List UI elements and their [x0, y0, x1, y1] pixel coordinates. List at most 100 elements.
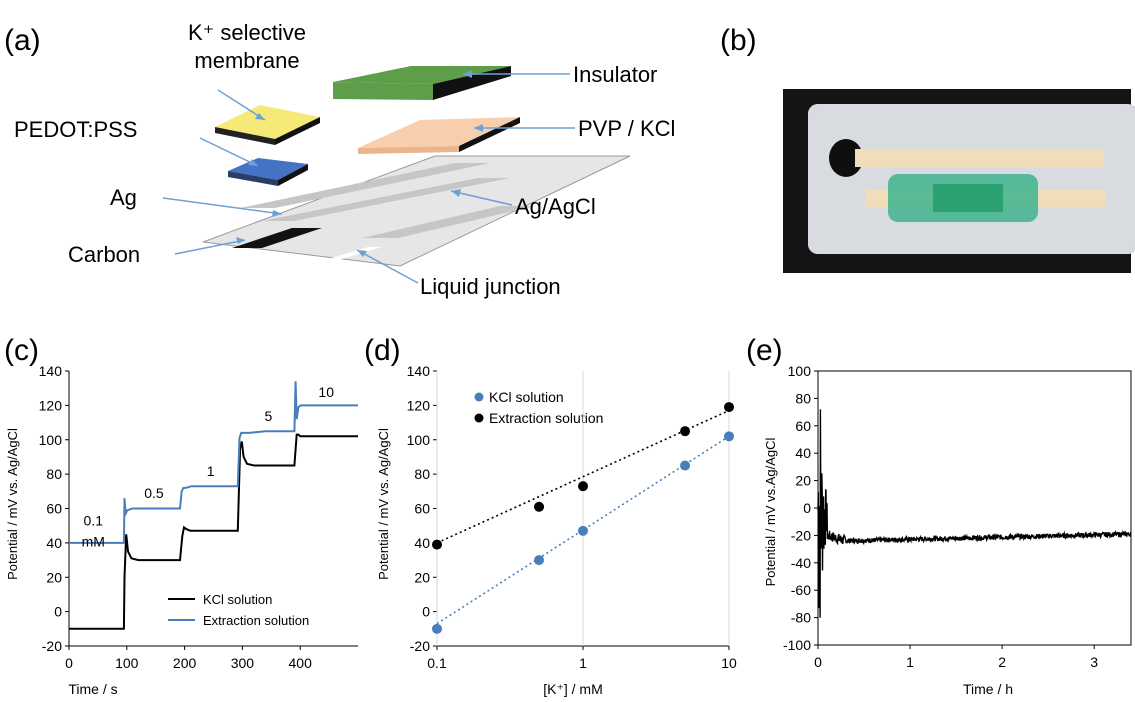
step-label-2: 0.5	[144, 485, 164, 501]
data-point	[534, 555, 545, 566]
data-point	[724, 431, 734, 442]
xlabel-c: Time / s	[68, 681, 117, 697]
panel-label-c: (c)	[4, 334, 39, 367]
ag-trace-lower	[262, 178, 510, 221]
label-pvp-kcl: PVP / KCl	[578, 116, 675, 141]
pvp-kcl-layer	[358, 117, 520, 148]
x-tick-label: 100	[115, 655, 139, 671]
label-ag: Ag	[110, 185, 137, 210]
label-pedot: PEDOT:PSS	[14, 117, 137, 142]
insulator-layer	[333, 66, 511, 84]
y-tick-label: 60	[46, 501, 62, 517]
upper-strip	[855, 149, 1104, 167]
y-tick-label: -80	[791, 610, 811, 626]
legend-text-ext-c: Extraction solution	[203, 613, 309, 628]
pedot-layer	[228, 158, 308, 180]
x-tick-label: 2	[998, 654, 1006, 670]
x-tick-label: 10	[721, 655, 737, 671]
label-carbon: Carbon	[68, 242, 140, 267]
chart-e: Potential / mV vs.Ag/AgCl Time / h -100 -…	[763, 363, 1132, 697]
plot-frame	[817, 370, 1132, 646]
xlabel-d: [K⁺] / mM	[543, 681, 603, 697]
y-tick-label: 60	[795, 418, 811, 434]
y-tick-label: 120	[39, 397, 63, 413]
liquid-junction-window	[325, 247, 382, 260]
schematic-arrows	[162, 73, 575, 284]
step-label-5: 10	[318, 384, 334, 400]
x-tick-label: 1	[579, 655, 587, 671]
y-tick-label: 80	[414, 466, 430, 482]
data-point	[578, 525, 588, 536]
data-point	[680, 426, 691, 437]
chart-d: Potential / mV vs. Ag/AgCl [K⁺] / mM KCl…	[376, 363, 737, 697]
xlabel-e: Time / h	[963, 681, 1013, 697]
x-tick-label: 0	[814, 654, 822, 670]
y-tick-label: 0	[54, 604, 62, 620]
step-label-3: 1	[207, 463, 215, 479]
y-tick-label: 140	[407, 363, 431, 379]
data-point	[432, 623, 442, 634]
y-tick-label: 80	[795, 390, 811, 406]
data-point	[578, 481, 588, 492]
x-tick-label: 0.1	[427, 655, 447, 671]
x-tick-label: 0	[65, 655, 73, 671]
y-tick-label: -100	[783, 637, 811, 653]
y-tick-label: 20	[414, 569, 430, 585]
y-tick-label: 0	[803, 500, 811, 516]
carbon-dot	[829, 139, 863, 177]
legend-text-ext-d: Extraction solution	[489, 410, 603, 426]
agagcl-trace	[362, 206, 535, 238]
ag-trace	[240, 163, 490, 208]
label-agagcl: Ag/AgCl	[515, 194, 596, 219]
label-membrane-1: K⁺ selective	[188, 20, 306, 45]
schematic: K⁺ selective membrane Insulator PEDOT:PS…	[14, 20, 675, 299]
x-tick-label: 200	[173, 655, 197, 671]
ylabel-e: Potential / mV vs.Ag/AgCl	[763, 437, 778, 586]
data-point	[724, 402, 734, 413]
series-line-1	[69, 381, 358, 544]
y-tick-label: 100	[39, 432, 63, 448]
y-tick-label: -20	[791, 527, 811, 543]
chart-c: Potential / mV vs. Ag/AgCl Time / s KCl …	[5, 363, 358, 697]
y-tick-label: 100	[407, 432, 431, 448]
series-line-e	[817, 409, 1132, 618]
legend-text-kcl-c: KCl solution	[203, 592, 272, 607]
y-tick-label: 0	[422, 604, 430, 620]
y-tick-label: -20	[410, 638, 430, 654]
y-tick-label: -20	[42, 638, 62, 654]
y-tick-label: 40	[795, 445, 811, 461]
legend-text-kcl-d: KCl solution	[489, 389, 564, 405]
y-tick-label: -40	[791, 555, 811, 571]
data-point	[432, 539, 442, 550]
x-tick-label: 300	[231, 655, 255, 671]
panel-label-e: (e)	[746, 334, 783, 367]
y-tick-label: 40	[46, 535, 62, 551]
sensor-photo	[783, 89, 1135, 273]
y-tick-label: -60	[791, 582, 811, 598]
x-tick-label: 400	[289, 655, 313, 671]
legend-marker-kcl-d	[474, 392, 484, 402]
data-point	[534, 501, 545, 512]
panel-label-b: (b)	[720, 24, 757, 57]
step-label-0: 0.1	[84, 513, 104, 529]
x-tick-label: 1	[906, 654, 914, 670]
panel-label-a: (a)	[4, 24, 41, 57]
step-label-4: 5	[265, 408, 273, 424]
ylabel-d: Potential / mV vs. Ag/AgCl	[376, 428, 391, 580]
y-tick-label: 40	[414, 535, 430, 551]
label-membrane-2: membrane	[194, 48, 299, 73]
panel-label-d: (d)	[364, 334, 401, 367]
y-tick-label: 140	[39, 363, 63, 379]
carbon-electrode	[232, 228, 322, 248]
arrow-heads	[236, 70, 483, 257]
ylabel-c: Potential / mV vs. Ag/AgCl	[5, 428, 20, 580]
y-tick-label: 100	[788, 363, 812, 379]
y-tick-label: 60	[414, 501, 430, 517]
membrane-layer	[215, 105, 320, 139]
series-line-0	[69, 433, 358, 630]
legend-marker-ext-d	[474, 413, 484, 423]
y-tick-label: 20	[46, 569, 62, 585]
data-point	[680, 460, 691, 471]
y-tick-label: 80	[46, 466, 62, 482]
